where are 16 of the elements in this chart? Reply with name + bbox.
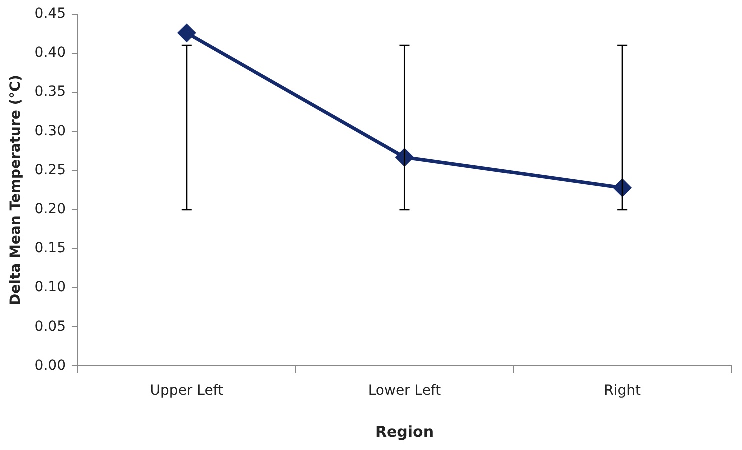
x-tick-label: Right: [604, 383, 642, 400]
y-tick-label: 0.30: [34, 123, 66, 140]
y-tick-label: 0.15: [34, 240, 66, 257]
y-tick-label: 0.25: [34, 162, 66, 178]
point: [178, 24, 196, 42]
y-tick-label: 0.35: [34, 84, 66, 100]
x-axis-title: Region: [375, 422, 434, 441]
x-tick-label: Upper Left: [150, 383, 224, 400]
y-tick-label: 0.20: [34, 201, 66, 218]
y-tick-label: 0.45: [34, 6, 66, 22]
y-tick-label: 0.40: [34, 45, 66, 62]
y-tick-label: 0.00: [34, 358, 66, 374]
y-tick-label: 0.10: [34, 280, 66, 296]
y-axis-title: Delta Mean Temperature (°C): [8, 75, 24, 306]
x-tick-label: Lower Left: [368, 383, 442, 400]
y-tick-label: 0.05: [34, 318, 66, 335]
